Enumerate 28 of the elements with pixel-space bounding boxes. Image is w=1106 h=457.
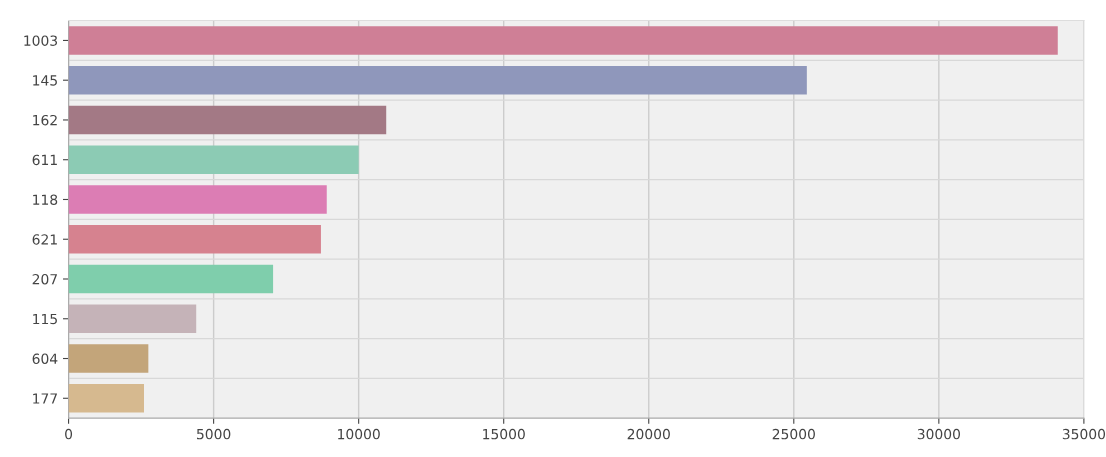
x-tick-label: 0 bbox=[65, 428, 73, 440]
bar bbox=[68, 105, 387, 135]
y-tick-label: 1003 bbox=[24, 35, 58, 46]
bar bbox=[68, 185, 327, 214]
bar bbox=[68, 383, 144, 413]
x-tick-label: 10000 bbox=[338, 428, 380, 440]
y-tick-label: 207 bbox=[32, 273, 57, 285]
y-tick-label: 115 bbox=[33, 313, 57, 325]
x-tick-label: 20000 bbox=[627, 428, 670, 440]
x-tick-label: 35000 bbox=[1062, 428, 1106, 440]
y-tick-label: 611 bbox=[32, 154, 57, 166]
bar bbox=[68, 344, 149, 373]
x-tick-label: 15000 bbox=[483, 428, 525, 440]
x-tick-label: 30000 bbox=[917, 428, 960, 440]
x-tick-label: 25000 bbox=[772, 428, 815, 440]
bar bbox=[68, 264, 274, 294]
y-tick-label: 621 bbox=[32, 234, 57, 245]
bar bbox=[68, 224, 321, 254]
bar bbox=[68, 145, 359, 175]
bar bbox=[68, 65, 807, 95]
x-tick-label: 5000 bbox=[197, 428, 231, 440]
y-tick-label: 177 bbox=[33, 393, 57, 404]
y-tick-label: 162 bbox=[33, 114, 57, 126]
y-tick-label: 604 bbox=[32, 353, 58, 364]
y-tick-label: 145 bbox=[33, 75, 57, 86]
bar bbox=[68, 304, 197, 334]
y-tick-label: 118 bbox=[33, 194, 58, 205]
bar bbox=[68, 26, 1058, 55]
